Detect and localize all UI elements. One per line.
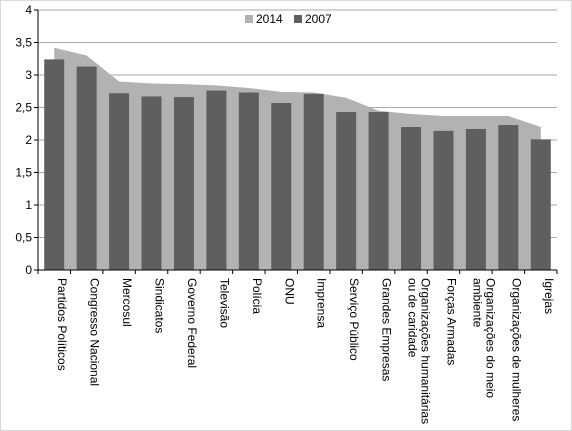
x-tick-label: ou de caridade <box>406 278 420 358</box>
y-tick-label: 4 <box>25 3 32 17</box>
y-tick-label: 1,5 <box>15 166 32 180</box>
x-tick-label: Sindicatos <box>153 278 167 333</box>
x-tick-label: Forças Armadas <box>444 278 458 365</box>
bar-2007 <box>336 112 357 270</box>
y-tick-label: 3,5 <box>15 36 32 50</box>
bar-2007 <box>530 139 551 270</box>
bar-2007 <box>238 92 259 270</box>
x-tick-label: Igrejas <box>542 278 556 314</box>
y-tick-label: 2,5 <box>15 101 32 115</box>
x-tick-labels: Partidos Políticos Congresso Nacional Merc… <box>55 278 556 424</box>
legend-label: 2014 <box>256 12 283 26</box>
x-tick-label: Organizações humanitárias <box>419 278 433 424</box>
legend-swatch <box>245 15 253 23</box>
y-tick-label: 0 <box>25 263 32 277</box>
x-tick-label: ambiente <box>470 278 484 328</box>
bar-2007 <box>303 93 324 270</box>
bar-2007 <box>465 128 486 270</box>
bar-series <box>44 59 551 271</box>
legend-swatch <box>294 15 302 23</box>
bar-2007 <box>141 96 162 270</box>
x-tick-label: Congresso Nacional <box>88 278 102 386</box>
bar-2007 <box>173 97 194 270</box>
x-tick-label: ONU <box>282 278 296 305</box>
bar-2007 <box>109 93 130 270</box>
x-tick-label: Organizações de mulheres <box>509 278 523 421</box>
x-tick-label: Televisão <box>217 278 231 328</box>
x-tick-label: Mercosul <box>120 278 134 327</box>
x-tick-label: Serviço Público <box>347 278 361 361</box>
bar-2007 <box>76 66 97 270</box>
y-tick-label: 0,5 <box>15 231 32 245</box>
x-tick-label: Governo Federal <box>185 278 199 368</box>
bar-2007 <box>498 125 519 270</box>
x-tick-label: Polícia <box>250 278 264 314</box>
bar-2007 <box>271 102 292 270</box>
bar-2007 <box>433 130 454 270</box>
x-tick-label: Grandes Empresas <box>380 278 394 381</box>
bar-2007 <box>206 90 227 270</box>
bar-2007 <box>44 59 65 271</box>
x-tick-label: Partidos Políticos <box>55 278 69 371</box>
x-tick-label: Organizações do meio <box>483 278 497 398</box>
bar-2007 <box>401 127 422 270</box>
y-tick-label: 1 <box>25 198 32 212</box>
legend-label: 2007 <box>305 12 332 26</box>
legend: 2014 2007 <box>245 12 332 26</box>
bar-2007 <box>368 112 389 270</box>
y-tick-label: 2 <box>25 133 32 147</box>
y-tick-labels: 0 0,5 1 1,5 2 2,5 3 3,5 4 <box>15 3 32 277</box>
x-tick-label: Imprensa <box>315 278 329 328</box>
y-tick-label: 3 <box>25 68 32 82</box>
axes <box>34 9 558 274</box>
